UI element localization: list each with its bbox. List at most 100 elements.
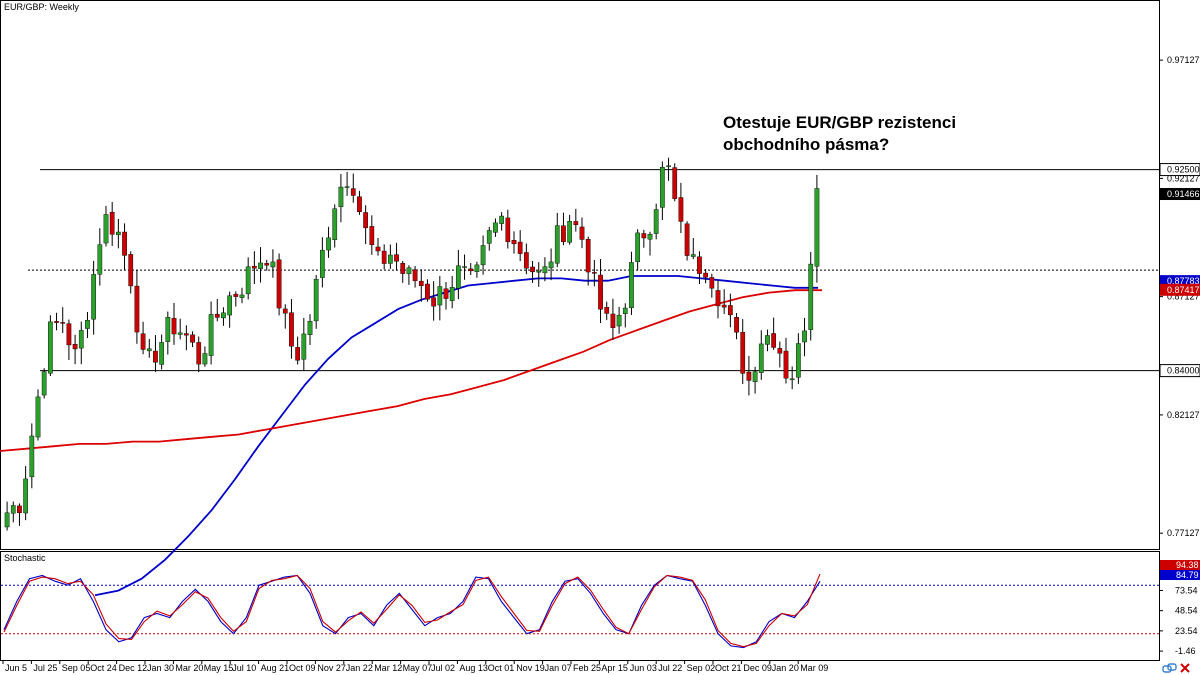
candle-body (183, 333, 189, 336)
candle-body (344, 186, 350, 188)
candle-body (221, 312, 226, 319)
candle-body (437, 286, 443, 306)
candle-body (474, 264, 480, 272)
stochastic-value-tag (1160, 570, 1200, 580)
candle-body (227, 295, 233, 316)
candle-body (146, 348, 152, 352)
candle-body (35, 396, 41, 438)
candle-body (103, 214, 109, 244)
stochastic-y-tick-label: -1.46 (1175, 646, 1196, 656)
x-tick-label: Jan 30 (147, 663, 174, 673)
candle-body (357, 196, 362, 212)
close-icon[interactable] (1180, 663, 1190, 673)
stochastic-panel-frame (0, 551, 1160, 661)
candle-body (783, 350, 789, 379)
candle-body (449, 287, 455, 301)
candle-body (808, 263, 814, 330)
candle-body (678, 197, 684, 222)
stochastic-value-tag-label: 84.79 (1176, 570, 1199, 580)
candle-body (60, 322, 66, 324)
candle-body (245, 266, 251, 295)
candle-body (573, 221, 579, 225)
candle-body (41, 371, 47, 396)
candle-body (134, 285, 140, 333)
candle-body (443, 288, 449, 299)
candle-body (394, 254, 399, 262)
candle-body (499, 215, 504, 224)
x-tick-label: Mar 12 (374, 663, 402, 673)
candle-body (462, 266, 467, 268)
x-tick-label: Jun 03 (630, 663, 657, 673)
candle-body (684, 223, 690, 256)
candle-body (54, 321, 59, 323)
candle-body (511, 240, 517, 245)
x-tick-label: Sep 02 (687, 663, 716, 673)
candle-body (789, 378, 795, 381)
y-tick-label: 0.82127 (1167, 410, 1200, 420)
candle-body (530, 266, 535, 273)
candle-body (381, 250, 387, 264)
candle-body (338, 186, 344, 207)
candle-body (313, 278, 319, 322)
candle-body (480, 245, 486, 266)
candle-body (97, 244, 103, 275)
candle-body (412, 269, 418, 282)
candle-body (629, 262, 634, 308)
candle-body (177, 332, 183, 335)
candle-body (91, 274, 96, 320)
candle-body (715, 290, 721, 307)
candle-body (567, 221, 572, 243)
candle-body (666, 165, 671, 167)
candle-body (115, 231, 121, 236)
candle-body (709, 277, 715, 289)
candle-body (672, 167, 678, 199)
x-tick-label: Aug 13 (459, 663, 488, 673)
level-tag (1159, 163, 1200, 177)
candle-body (233, 293, 239, 297)
x-tick-label: Jan 07 (545, 663, 572, 673)
candle-body (307, 321, 313, 335)
candle-body (4, 512, 10, 528)
candle-body (190, 334, 195, 343)
x-tick-label: Oct 09 (289, 663, 316, 673)
x-tick-label: Jan 20 (772, 663, 799, 673)
candle-body (486, 230, 492, 244)
candle-body (29, 435, 35, 478)
candle-body (802, 330, 807, 343)
stochastic-value-tag-label: 94.38 (1176, 560, 1199, 570)
candle-body (258, 262, 263, 269)
candle-body (585, 239, 591, 273)
candle-body (493, 222, 498, 233)
sma200-line (0, 289, 822, 452)
candle-body (653, 209, 659, 234)
candle-body (109, 211, 115, 235)
candle-body (814, 188, 820, 267)
candle-body (579, 226, 585, 240)
candle-body (598, 274, 603, 310)
stochastic-y-tick-label: 73.54 (1175, 585, 1198, 595)
candle-body (85, 320, 90, 329)
x-tick-label: Mar 20 (175, 663, 203, 673)
candle-body (196, 342, 202, 365)
x-tick-label: Jul 10 (232, 663, 256, 673)
candle-body (78, 330, 84, 349)
candle-body (289, 312, 294, 347)
stochastic-y-tick-label: 23.54 (1175, 626, 1198, 636)
candle-body (388, 254, 393, 264)
candle-body (17, 505, 22, 513)
y-tick-label: 0.92127 (1167, 173, 1200, 183)
x-tick-label: Oct 21 (715, 663, 742, 673)
x-tick-label: Aug 21 (261, 663, 290, 673)
candle-body (10, 505, 16, 514)
link-icon[interactable] (1162, 663, 1177, 673)
candle-body (524, 252, 529, 269)
candle-body (765, 335, 770, 345)
candle-body (542, 266, 548, 274)
candle-body (48, 321, 53, 374)
candle-body (282, 308, 288, 314)
level-tag (1159, 364, 1200, 378)
candle-body (251, 265, 257, 269)
x-tick-label: Sep 05 (62, 663, 91, 673)
candle-body (418, 280, 424, 286)
